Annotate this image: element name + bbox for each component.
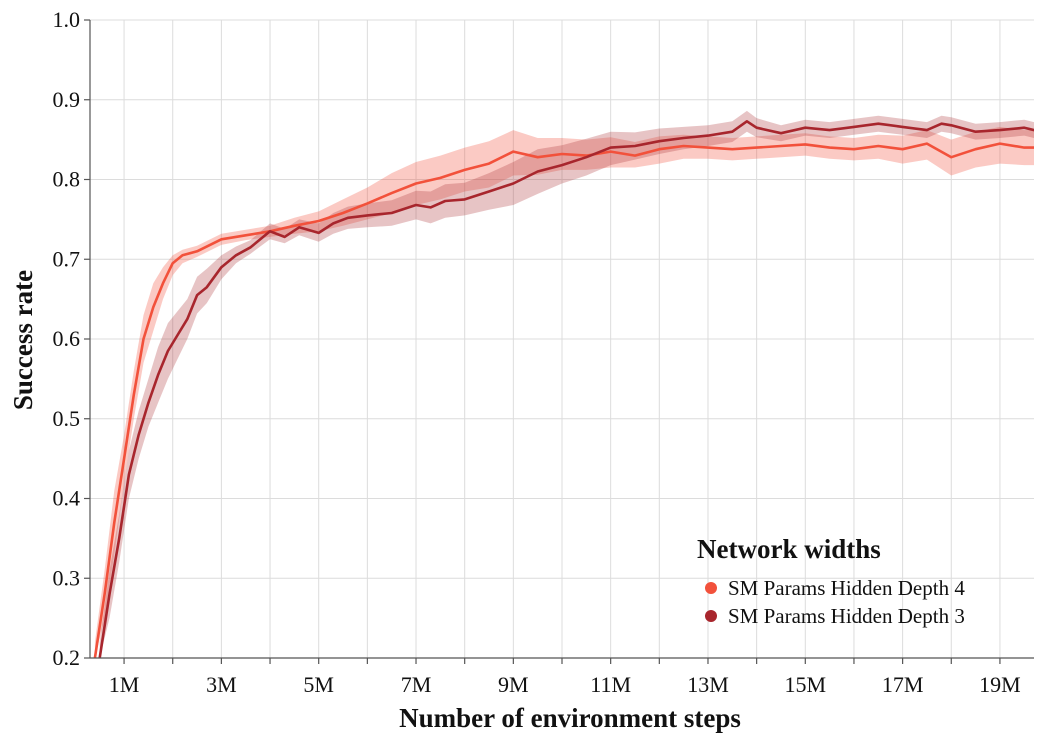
gridlines [90, 19, 1034, 659]
x-tick-label: 9M [498, 672, 529, 697]
x-tick-label: 19M [979, 672, 1021, 697]
x-tick-label: 7M [401, 672, 432, 697]
x-tick-label: 17M [882, 672, 924, 697]
legend-marker-depth-4 [705, 582, 717, 594]
y-tick-label: 0.5 [53, 406, 81, 431]
axes: 0.2 0.3 0.4 0.5 0.6 0.7 0.8 0.9 1.0 1M 3M 5M 7M 9M 11M… [53, 7, 1034, 697]
legend-label-depth-4: SM Params Hidden Depth 4 [728, 576, 965, 600]
y-tick-label: 0.2 [53, 645, 81, 670]
x-tick-label: 13M [687, 672, 729, 697]
x-tick-label: 3M [206, 672, 237, 697]
y-tick-label: 1.0 [53, 7, 81, 32]
y-axis-title: Success rate [8, 270, 38, 410]
legend-title: Network widths [697, 534, 881, 564]
y-tick-label: 0.8 [53, 167, 81, 192]
y-tick-label: 0.9 [53, 87, 81, 112]
series-1-line [93, 142, 1034, 658]
legend-marker-depth-3 [705, 610, 717, 622]
y-tick-label: 0.4 [53, 486, 81, 511]
y-tick-label: 0.6 [53, 326, 81, 351]
legend: Network widths SM Params Hidden Depth 4 … [697, 534, 965, 628]
x-tick-label: 1M [109, 672, 140, 697]
x-axis-title: Number of environment steps [399, 703, 741, 733]
y-tick-label: 0.3 [53, 565, 81, 590]
y-tick-label: 0.7 [53, 246, 81, 271]
x-tick-label: 11M [590, 672, 631, 697]
x-tick-label: 5M [303, 672, 334, 697]
series-lines [93, 120, 1034, 658]
legend-label-depth-3: SM Params Hidden Depth 3 [728, 604, 965, 628]
x-tick-label: 15M [785, 672, 827, 697]
series-2-line [98, 120, 1034, 658]
